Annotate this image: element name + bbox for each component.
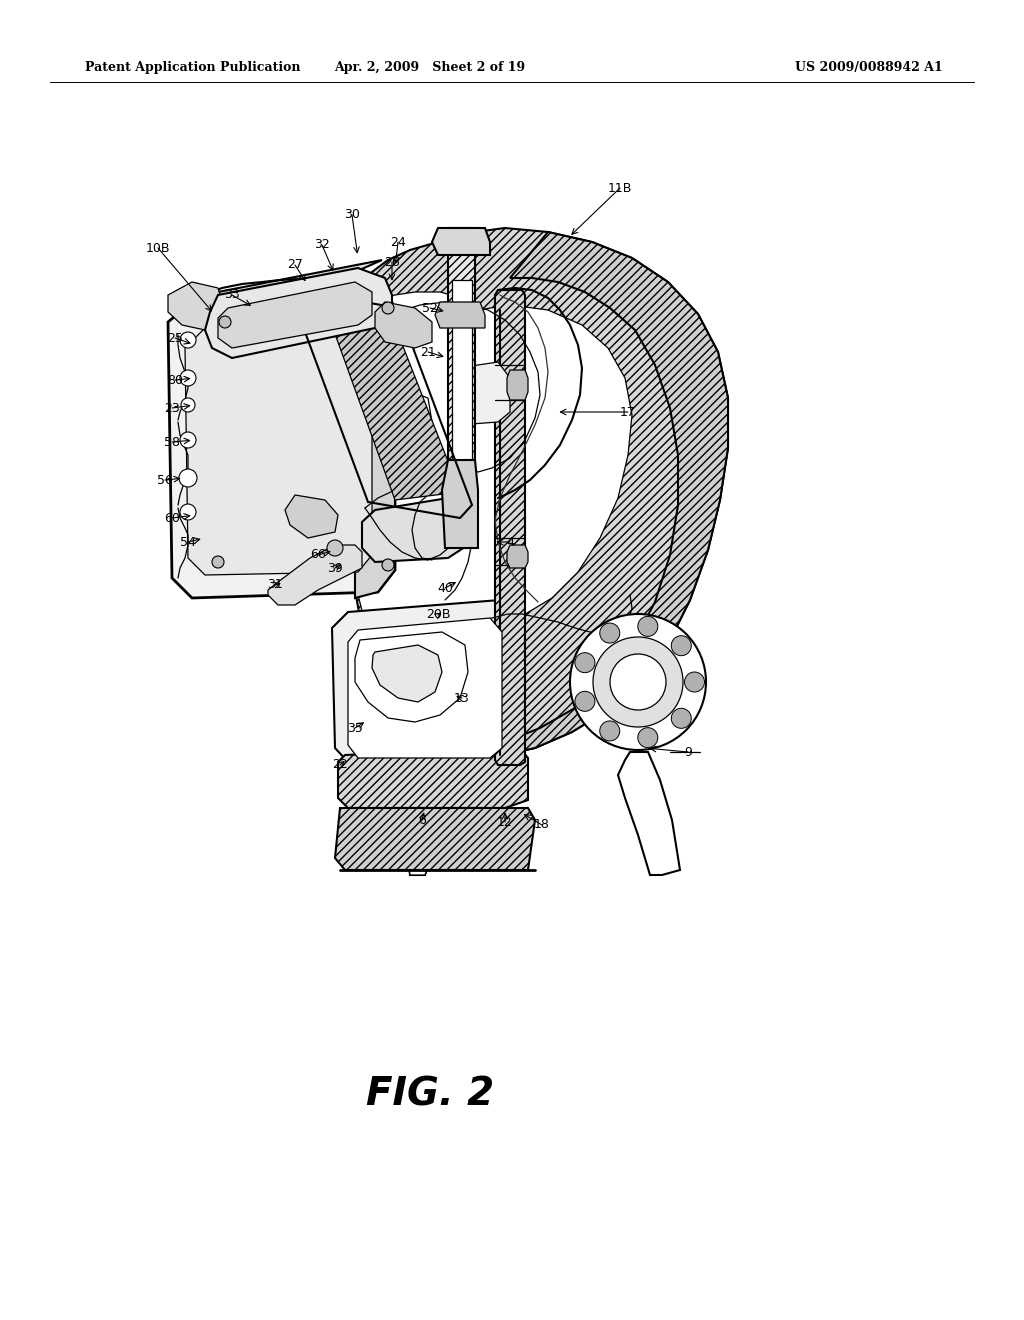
Polygon shape [185,300,372,576]
Circle shape [593,638,683,727]
Polygon shape [452,280,472,459]
Polygon shape [168,282,222,330]
Text: 32: 32 [314,239,330,252]
Text: 12: 12 [497,816,513,829]
Circle shape [180,504,196,520]
Polygon shape [507,545,528,568]
Circle shape [570,614,706,750]
Text: 23: 23 [164,401,180,414]
Text: 9: 9 [684,746,692,759]
Polygon shape [322,298,460,500]
Polygon shape [348,618,502,758]
Circle shape [610,653,666,710]
Polygon shape [193,260,382,302]
Polygon shape [442,459,478,548]
Polygon shape [362,498,468,562]
Circle shape [638,727,657,747]
Text: 10B: 10B [145,242,170,255]
Polygon shape [352,228,728,875]
Polygon shape [285,495,338,539]
Polygon shape [355,272,395,598]
Text: 35: 35 [347,722,362,734]
Polygon shape [218,282,372,348]
Text: 24: 24 [390,235,406,248]
Polygon shape [435,302,485,327]
Text: US 2009/0088942 A1: US 2009/0088942 A1 [795,62,943,74]
Circle shape [180,432,196,447]
Circle shape [327,540,343,556]
Circle shape [672,709,691,729]
Text: 20B: 20B [426,609,451,622]
Text: Patent Application Publication: Patent Application Publication [85,62,300,74]
Circle shape [574,692,595,711]
Text: Apr. 2, 2009   Sheet 2 of 19: Apr. 2, 2009 Sheet 2 of 19 [335,62,525,74]
Polygon shape [618,752,680,875]
Circle shape [638,616,657,636]
Polygon shape [449,362,510,425]
Circle shape [212,556,224,568]
Circle shape [181,399,195,412]
Text: 25: 25 [167,331,183,345]
Text: 58: 58 [164,436,180,449]
Text: 17: 17 [621,405,636,418]
Polygon shape [355,632,468,722]
Text: 22: 22 [332,759,348,771]
Text: 21: 21 [420,346,436,359]
Text: 54: 54 [180,536,196,549]
Text: 52: 52 [422,301,438,314]
Polygon shape [338,748,528,808]
Circle shape [672,636,691,656]
Text: 31: 31 [267,578,283,591]
Text: 27: 27 [287,259,303,272]
Circle shape [180,370,196,385]
Circle shape [382,558,394,572]
Circle shape [574,652,595,673]
Text: 4: 4 [506,536,514,549]
Text: 40: 40 [437,582,453,594]
Polygon shape [570,614,706,750]
Polygon shape [449,228,475,548]
Text: 33: 33 [224,289,240,301]
Circle shape [684,672,705,692]
Text: 39: 39 [327,561,343,574]
Polygon shape [372,645,442,702]
Polygon shape [495,290,525,766]
Text: 6: 6 [418,813,426,826]
Polygon shape [205,268,392,358]
Circle shape [600,721,620,741]
Text: 56: 56 [157,474,173,487]
Polygon shape [168,272,395,598]
Text: 60: 60 [164,511,180,524]
Text: 66: 66 [310,549,326,561]
Polygon shape [350,389,432,462]
Text: 30: 30 [344,209,360,222]
Text: 11B: 11B [608,181,632,194]
Polygon shape [432,228,490,255]
Polygon shape [465,232,728,756]
Text: 13: 13 [454,692,470,705]
Polygon shape [375,302,432,348]
Circle shape [600,623,620,643]
Circle shape [180,333,196,348]
Polygon shape [268,545,362,605]
Polygon shape [355,292,632,875]
Circle shape [179,469,197,487]
Text: 18: 18 [535,818,550,832]
Circle shape [382,302,394,314]
Text: 26: 26 [384,256,400,268]
Circle shape [219,315,231,327]
Polygon shape [332,601,522,762]
Polygon shape [507,370,528,400]
Polygon shape [335,808,535,870]
Text: 80: 80 [167,374,183,387]
Text: FIG. 2: FIG. 2 [366,1076,494,1114]
